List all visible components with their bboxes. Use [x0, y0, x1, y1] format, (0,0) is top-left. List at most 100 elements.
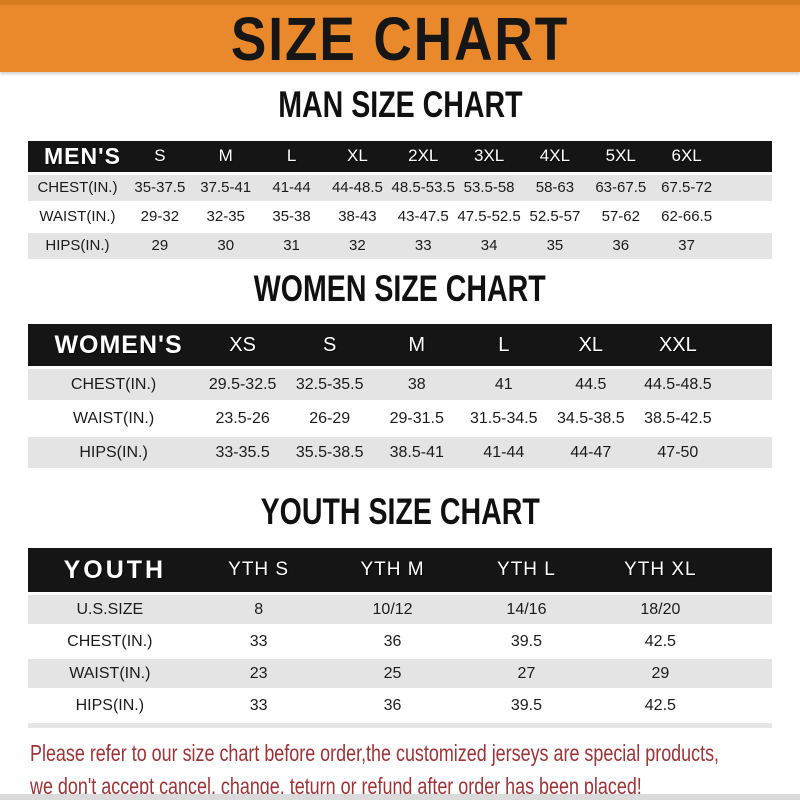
- size-value: 42.5: [593, 691, 728, 721]
- size-value: 41: [460, 369, 548, 401]
- size-value: 32.5-35.5: [286, 369, 374, 401]
- size-value: 26-29: [286, 403, 374, 435]
- size-value: 38.5-42.5: [634, 403, 722, 435]
- row-label: WAIST(IN.): [28, 403, 200, 435]
- column-header: YTH XL: [593, 548, 728, 593]
- table-row: HIPS(IN.) 33-35.5 35.5-38.5 38.5-41 41-44 44-…: [28, 437, 772, 469]
- row-spacer: [719, 232, 772, 259]
- column-header: 2XL: [390, 140, 457, 172]
- heading-text: WOMEN SIZE CHART: [254, 267, 546, 310]
- table-header-row: WOMEN'S XS S M L XL XXL: [28, 324, 772, 367]
- heading-text: MAN SIZE CHART: [277, 84, 523, 126]
- size-value: 34: [456, 232, 522, 259]
- table-row: HIPS(IN.) 33 36 39.5 42.5: [28, 691, 772, 721]
- row-spacer: [727, 595, 772, 625]
- size-value: 31.5-34.5: [460, 403, 548, 435]
- size-value: 33-35.5: [199, 437, 287, 469]
- table-row: WAIST(IN.) 23.5-26 26-29 29-31.5 31.5-34.5 34…: [28, 403, 772, 435]
- disclaimer-text: Please refer to our size chart before or…: [30, 737, 800, 803]
- row-spacer: [727, 627, 772, 657]
- size-value: 14/16: [459, 595, 594, 625]
- row-spacer: [719, 174, 772, 201]
- row-label: U.S.SIZE: [28, 595, 192, 625]
- size-value: 38.5-41: [373, 437, 461, 469]
- size-value: 33: [191, 691, 326, 721]
- size-value: 33: [390, 232, 457, 259]
- size-value: 8: [191, 595, 326, 625]
- size-value: 41-44: [258, 174, 325, 201]
- header-spacer: [721, 324, 772, 367]
- column-header: XXL: [634, 324, 722, 367]
- size-value: 63-67.5: [587, 174, 654, 201]
- size-value: 62-66.5: [653, 203, 720, 230]
- size-value: 38: [373, 369, 461, 401]
- column-header: 6XL: [653, 140, 720, 172]
- size-value: 57-62: [587, 203, 654, 230]
- row-spacer: [721, 403, 772, 435]
- size-value: 53.5-58: [456, 174, 522, 201]
- size-value: 42.5: [593, 627, 728, 657]
- column-header: YTH L: [459, 548, 594, 593]
- size-value: 58-63: [522, 174, 588, 201]
- page-bottom-edge: [0, 794, 800, 800]
- size-value: 31: [258, 232, 325, 259]
- size-value: 47-50: [634, 437, 722, 469]
- size-value: 48.5-53.5: [390, 174, 457, 201]
- table-title: YOUTH: [28, 548, 192, 593]
- size-value: 39.5: [459, 691, 594, 721]
- women-size-chart-heading: WOMEN SIZE CHART: [0, 267, 800, 310]
- size-value: 29: [126, 232, 193, 259]
- disclaimer-line-1: Please refer to our size chart before or…: [30, 740, 720, 767]
- table-row: U.S.SIZE 8 10/12 14/16 18/20: [28, 595, 772, 625]
- womens-size-table: WOMEN'S XS S M L XL XXL CHEST(IN.) 29.5-32.5 32.5…: [28, 321, 772, 471]
- column-header: YTH S: [191, 548, 326, 593]
- row-spacer: [727, 691, 772, 721]
- size-value: 35-38: [258, 203, 325, 230]
- size-value: 38-43: [324, 203, 391, 230]
- table-row: WAIST(IN.) 29-32 32-35 35-38 38-43 43-47.5 47.…: [28, 203, 772, 230]
- column-header: 3XL: [456, 140, 522, 172]
- row-label: HIPS(IN.): [28, 437, 200, 469]
- column-header: S: [126, 140, 193, 172]
- size-value: 32-35: [192, 203, 259, 230]
- size-value: 32: [324, 232, 391, 259]
- size-value: 37.5-41: [192, 174, 259, 201]
- banner-title: SIZE CHART: [230, 3, 570, 73]
- size-value: 35: [522, 232, 588, 259]
- column-header: M: [373, 324, 461, 367]
- row-spacer: [721, 369, 772, 401]
- size-value: 67.5-72: [653, 174, 720, 201]
- table-title: MEN'S: [28, 140, 127, 172]
- size-value: 23: [191, 659, 326, 689]
- column-header: XS: [199, 324, 287, 367]
- table-row: HIPS(IN.) 29 30 31 32 33 34 35 36 37: [28, 232, 772, 259]
- row-label: WAIST(IN.): [28, 659, 192, 689]
- table-row: CHEST(IN.) 35-37.5 37.5-41 41-44 44-48.5 48.5…: [28, 174, 772, 201]
- size-value: 36: [325, 627, 460, 657]
- size-value: 52.5-57: [522, 203, 588, 230]
- man-size-chart-heading: MAN SIZE CHART: [0, 84, 800, 126]
- size-value: 47.5-52.5: [456, 203, 522, 230]
- table-row: CHEST(IN.) 33 36 39.5 42.5: [28, 627, 772, 657]
- row-spacer: [727, 659, 772, 689]
- size-chart-banner: SIZE CHART: [0, 0, 800, 72]
- size-value: 23.5-26: [199, 403, 287, 435]
- size-value: 44-48.5: [324, 174, 391, 201]
- column-header: 5XL: [587, 140, 654, 172]
- row-label: CHEST(IN.): [28, 369, 200, 401]
- column-header: 4XL: [522, 140, 588, 172]
- column-header: M: [192, 140, 259, 172]
- column-header: XL: [324, 140, 391, 172]
- row-spacer: [721, 437, 772, 469]
- row-label: HIPS(IN.): [28, 232, 127, 259]
- size-value: 29-31.5: [373, 403, 461, 435]
- row-label: WAIST(IN.): [28, 203, 127, 230]
- size-value: 33: [191, 627, 326, 657]
- header-spacer: [719, 140, 772, 172]
- header-spacer: [727, 548, 772, 593]
- column-header: YTH M: [325, 548, 460, 593]
- youth-table-bottom-edge: [28, 723, 772, 729]
- table-row: CHEST(IN.) 29.5-32.5 32.5-35.5 38 41 44.5 44.5…: [28, 369, 772, 401]
- column-header: L: [460, 324, 548, 367]
